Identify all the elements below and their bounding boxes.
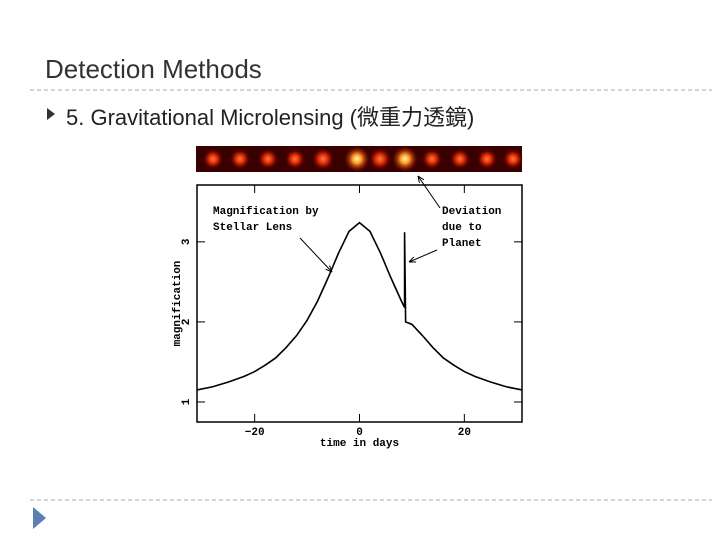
x-axis-label: time in days: [320, 438, 399, 450]
arrow-head: [408, 256, 417, 263]
footer-icon: [33, 507, 46, 529]
magnification-curve: [196, 221, 523, 391]
x-tick-label: 0: [356, 427, 363, 439]
y-tick-label: 2: [181, 319, 193, 326]
arrow-head: [325, 265, 333, 273]
lens-image-strip: [196, 146, 523, 172]
plot-frame: [196, 184, 523, 423]
annotation-arrow: [417, 175, 441, 209]
y-tick-label: 1: [181, 398, 193, 405]
chart: 1 2 3 −20 0 20 time in days magnification Magnif…: [172, 175, 523, 450]
x-tick-label: 20: [458, 427, 471, 439]
bullet-icon: [47, 108, 55, 120]
annotation-arrow: [299, 237, 333, 273]
slide-title: Detection Methods: [45, 54, 262, 84]
annotation: Planet: [442, 238, 482, 250]
x-tick-label: −20: [245, 427, 265, 439]
bullet-text: 5. Gravitational Microlensing (微重力透鏡): [66, 105, 474, 130]
arrow-head: [417, 175, 425, 183]
annotation: Deviation: [442, 206, 501, 218]
annotation: Magnification by: [213, 206, 319, 218]
annotation: Stellar Lens: [213, 222, 292, 234]
y-axis-label: magnification: [172, 261, 184, 347]
y-tick-label: 3: [181, 238, 193, 245]
annotation-arrow: [408, 249, 438, 263]
annotation: due to: [442, 222, 482, 234]
